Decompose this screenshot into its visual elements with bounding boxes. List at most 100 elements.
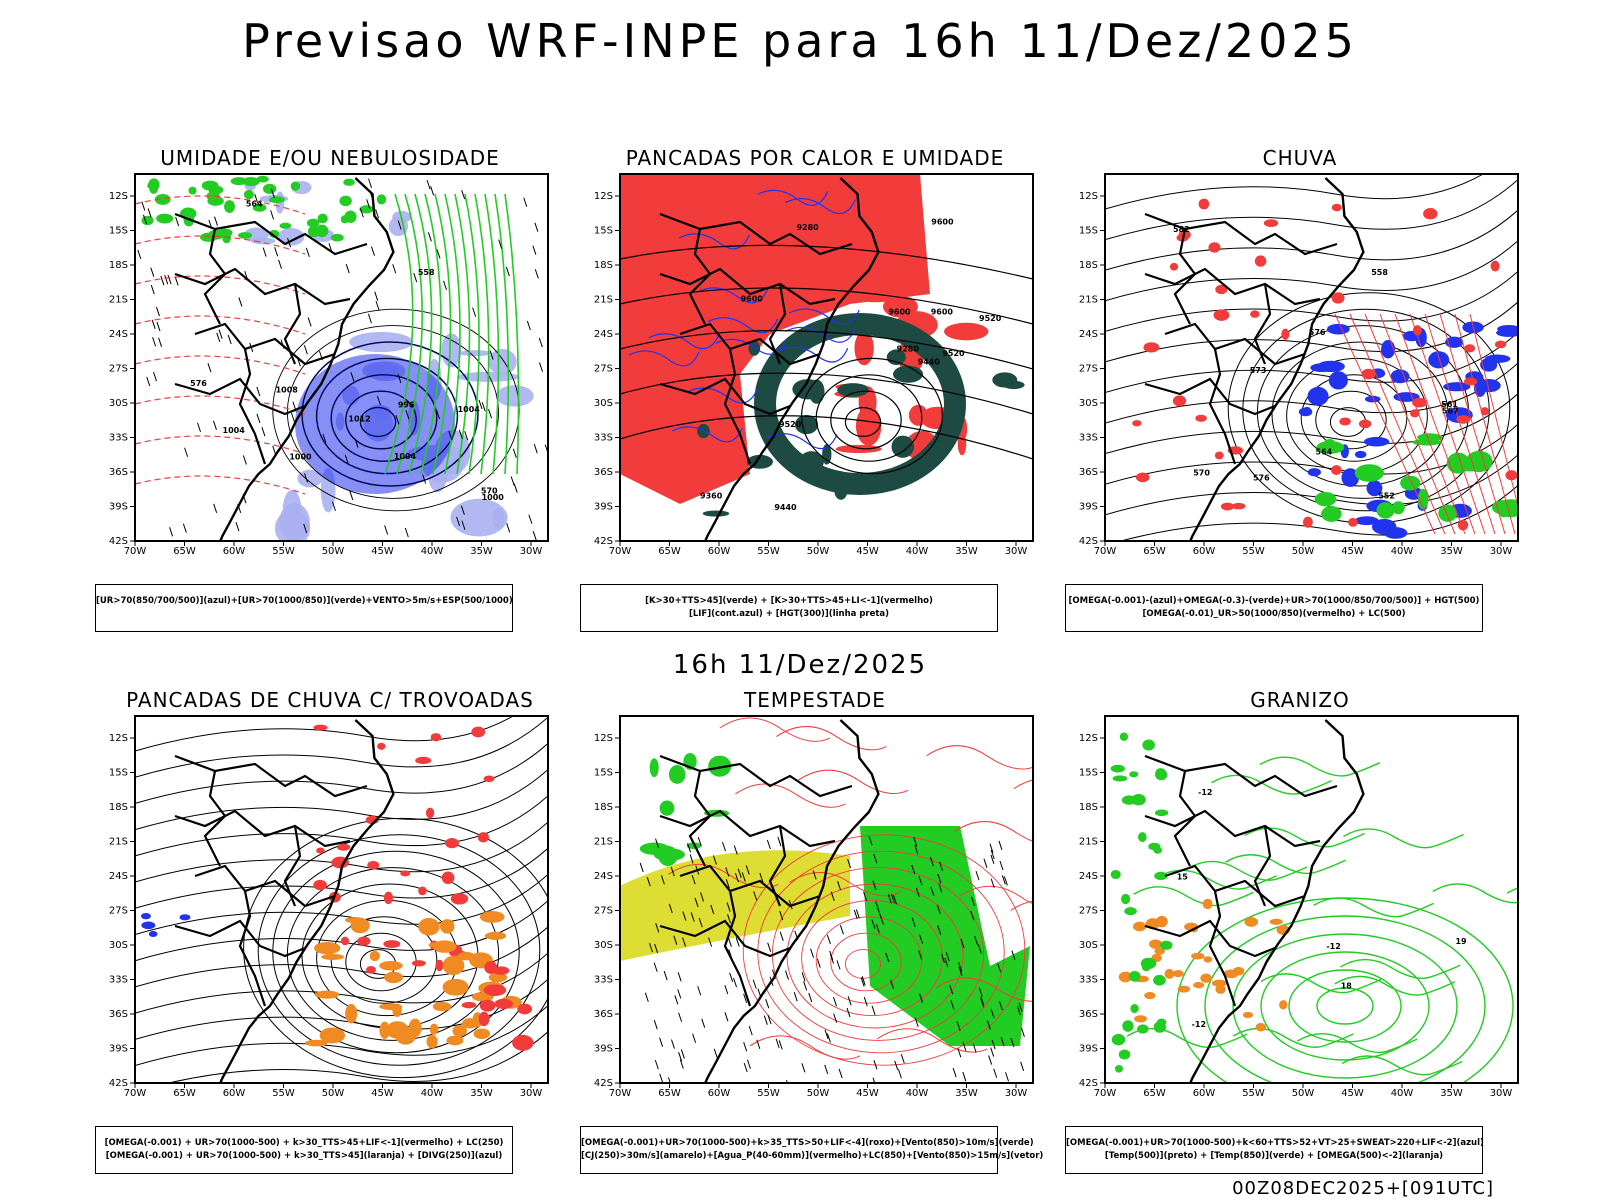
map-panel-pancadas-calor: PANCADAS POR CALOR E UMIDADE 9600 9600 9600… [580, 146, 1080, 632]
lat-tick-label: 15S [109, 768, 128, 779]
lon-tick-label: 50W [807, 1088, 830, 1099]
legend-line: [OMEGA(-0.001) + UR>70(1000-500) + k>30_… [105, 1151, 503, 1161]
contour-label: 582 [1173, 225, 1190, 234]
legend-line: [OMEGA(-0.001)+UR>70(1000-500)+k>35_TTS>… [581, 1138, 1034, 1148]
lat-tick-label: 42S [594, 536, 613, 547]
contour-label: 9280 [897, 345, 920, 354]
lat-tick-label: 27S [109, 364, 128, 375]
lon-tick-label: 35W [470, 1088, 493, 1099]
lat-tick-label: 18S [1079, 802, 1098, 813]
lat-tick-label: 33S [594, 975, 613, 986]
lat-tick-label: 27S [1079, 906, 1098, 917]
contour-label: 576 [1309, 328, 1326, 337]
lon-tick-label: 30W [520, 1088, 543, 1099]
legend-line: [OMEGA(-0.001) + UR>70(1000-500) + k>30_… [104, 1138, 504, 1148]
lon-tick-label: 40W [906, 1088, 929, 1099]
lon-tick-label: 45W [1341, 546, 1364, 557]
contour-label: 561 [1441, 400, 1458, 409]
lon-tick-label: 45W [371, 1088, 394, 1099]
lat-tick-label: 39S [594, 1044, 613, 1055]
contour-label: 996 [398, 400, 415, 409]
lon-tick-label: 65W [1143, 1088, 1166, 1099]
lat-tick-label: 39S [109, 1044, 128, 1055]
contour-label: 9600 [741, 294, 764, 303]
legend-line: [Temp(500)](preto) + [Temp(850)](verde) … [1104, 1151, 1444, 1161]
lat-tick-label: 24S [109, 329, 128, 340]
lat-tick-label: 33S [109, 975, 128, 986]
contour-label: 15 [1177, 873, 1189, 882]
contour-label: 9360 [700, 491, 723, 500]
lat-tick-label: 12S [594, 733, 613, 744]
lat-tick-label: 24S [594, 329, 613, 340]
lon-tick-label: 35W [1440, 1088, 1463, 1099]
lat-tick-label: 12S [109, 733, 128, 744]
lat-tick-label: 15S [109, 226, 128, 237]
lon-tick-label: 30W [1005, 546, 1028, 557]
lon-tick-label: 70W [124, 1088, 147, 1099]
lon-tick-label: 70W [1094, 1088, 1117, 1099]
lon-tick-label: 60W [708, 546, 731, 557]
lon-tick-label: 50W [1292, 1088, 1315, 1099]
map-panel-chuva: CHUVA 576 576 573 570 567 564 561 558 552 582 12S 15… [1065, 146, 1565, 632]
lon-tick-label: 60W [1193, 546, 1216, 557]
contour-label: -12 [1192, 1020, 1206, 1029]
lat-tick-label: 30S [1079, 940, 1098, 951]
map-panel-pancadas-trovoadas: PANCADAS DE CHUVA C/ TROVOADAS 12S 15S 18S 2… [95, 688, 595, 1174]
contour-label: 9600 [931, 217, 954, 226]
lon-tick-label: 50W [322, 546, 345, 557]
lat-tick-label: 12S [1079, 191, 1098, 202]
lon-tick-label: 30W [520, 546, 543, 557]
lon-tick-label: 60W [1193, 1088, 1216, 1099]
lon-tick-label: 70W [124, 546, 147, 557]
lat-tick-label: 18S [109, 802, 128, 813]
contour-label: 564 [246, 199, 263, 208]
lon-tick-label: 55W [272, 546, 295, 557]
legend-box: [K>30+TTS>45](verde) + [K>30+TTS>45+LI<-… [580, 584, 998, 632]
lat-tick-label: 27S [1079, 364, 1098, 375]
lon-tick-label: 70W [1094, 546, 1117, 557]
lon-tick-label: 35W [955, 546, 978, 557]
lat-tick-label: 36S [594, 467, 613, 478]
lat-tick-label: 36S [109, 1009, 128, 1020]
legend-box: [OMEGA(-0.001)+UR>70(1000-500)+k<60+TTS>… [1065, 1126, 1484, 1174]
lat-tick-label: 30S [594, 940, 613, 951]
lat-tick-label: 21S [1079, 837, 1098, 848]
contour-label: 567 [1442, 407, 1459, 416]
contour-label: 552 [1378, 491, 1395, 500]
lat-tick-label: 27S [594, 364, 613, 375]
lon-tick-label: 55W [757, 1088, 780, 1099]
lon-tick-label: 70W [609, 546, 632, 557]
contour-label: 564 [1316, 447, 1333, 456]
weather-map: -12 -12 -12 15 18 19 12S 15S 18S 21S 24S 27S 30S 33S 3… [1079, 715, 1519, 1099]
lat-tick-label: 39S [109, 502, 128, 513]
lon-tick-label: 35W [1440, 546, 1463, 557]
lat-tick-label: 21S [109, 295, 128, 306]
lat-tick-label: 12S [1079, 733, 1098, 744]
weather-map: 9600960096009520952095209440944093609280… [594, 173, 1034, 557]
lon-tick-label: 55W [1242, 1088, 1265, 1099]
lat-tick-label: 21S [109, 837, 128, 848]
lat-tick-label: 42S [1079, 1078, 1098, 1089]
lat-tick-label: 18S [1079, 260, 1098, 271]
contour-label: 9520 [779, 420, 802, 429]
main-title: Previsao WRF-INPE para 16h 11/Dez/2025 [242, 14, 1358, 68]
lon-tick-label: 35W [470, 546, 493, 557]
lat-tick-label: 36S [1079, 467, 1098, 478]
run-timestamp: 00Z08DEC2025+[091UTC] [1232, 1178, 1494, 1199]
panel-title: GRANIZO [1250, 688, 1350, 712]
lat-tick-label: 30S [109, 398, 128, 409]
lon-tick-label: 40W [1391, 1088, 1414, 1099]
map-panel-tempestade: TEMPESTADE 12S 15S 18S 21S 24S 27S 30S 33S 36S 39S… [580, 688, 1080, 1174]
contour-label: 9520 [942, 349, 965, 358]
lat-tick-label: 15S [594, 226, 613, 237]
lat-tick-label: 42S [1079, 536, 1098, 547]
panel-title: CHUVA [1262, 146, 1338, 170]
lon-tick-label: 50W [807, 546, 830, 557]
contour-label: 570 [481, 486, 498, 495]
lon-tick-label: 50W [322, 1088, 345, 1099]
lat-tick-label: 18S [109, 260, 128, 271]
legend-line: [K>30+TTS>45](verde) + [K>30+TTS>45+LI<-… [645, 596, 933, 606]
lon-tick-label: 45W [1341, 1088, 1364, 1099]
legend-line: [LIF](cont.azul) + [HGT(300)](linha pret… [688, 609, 890, 619]
